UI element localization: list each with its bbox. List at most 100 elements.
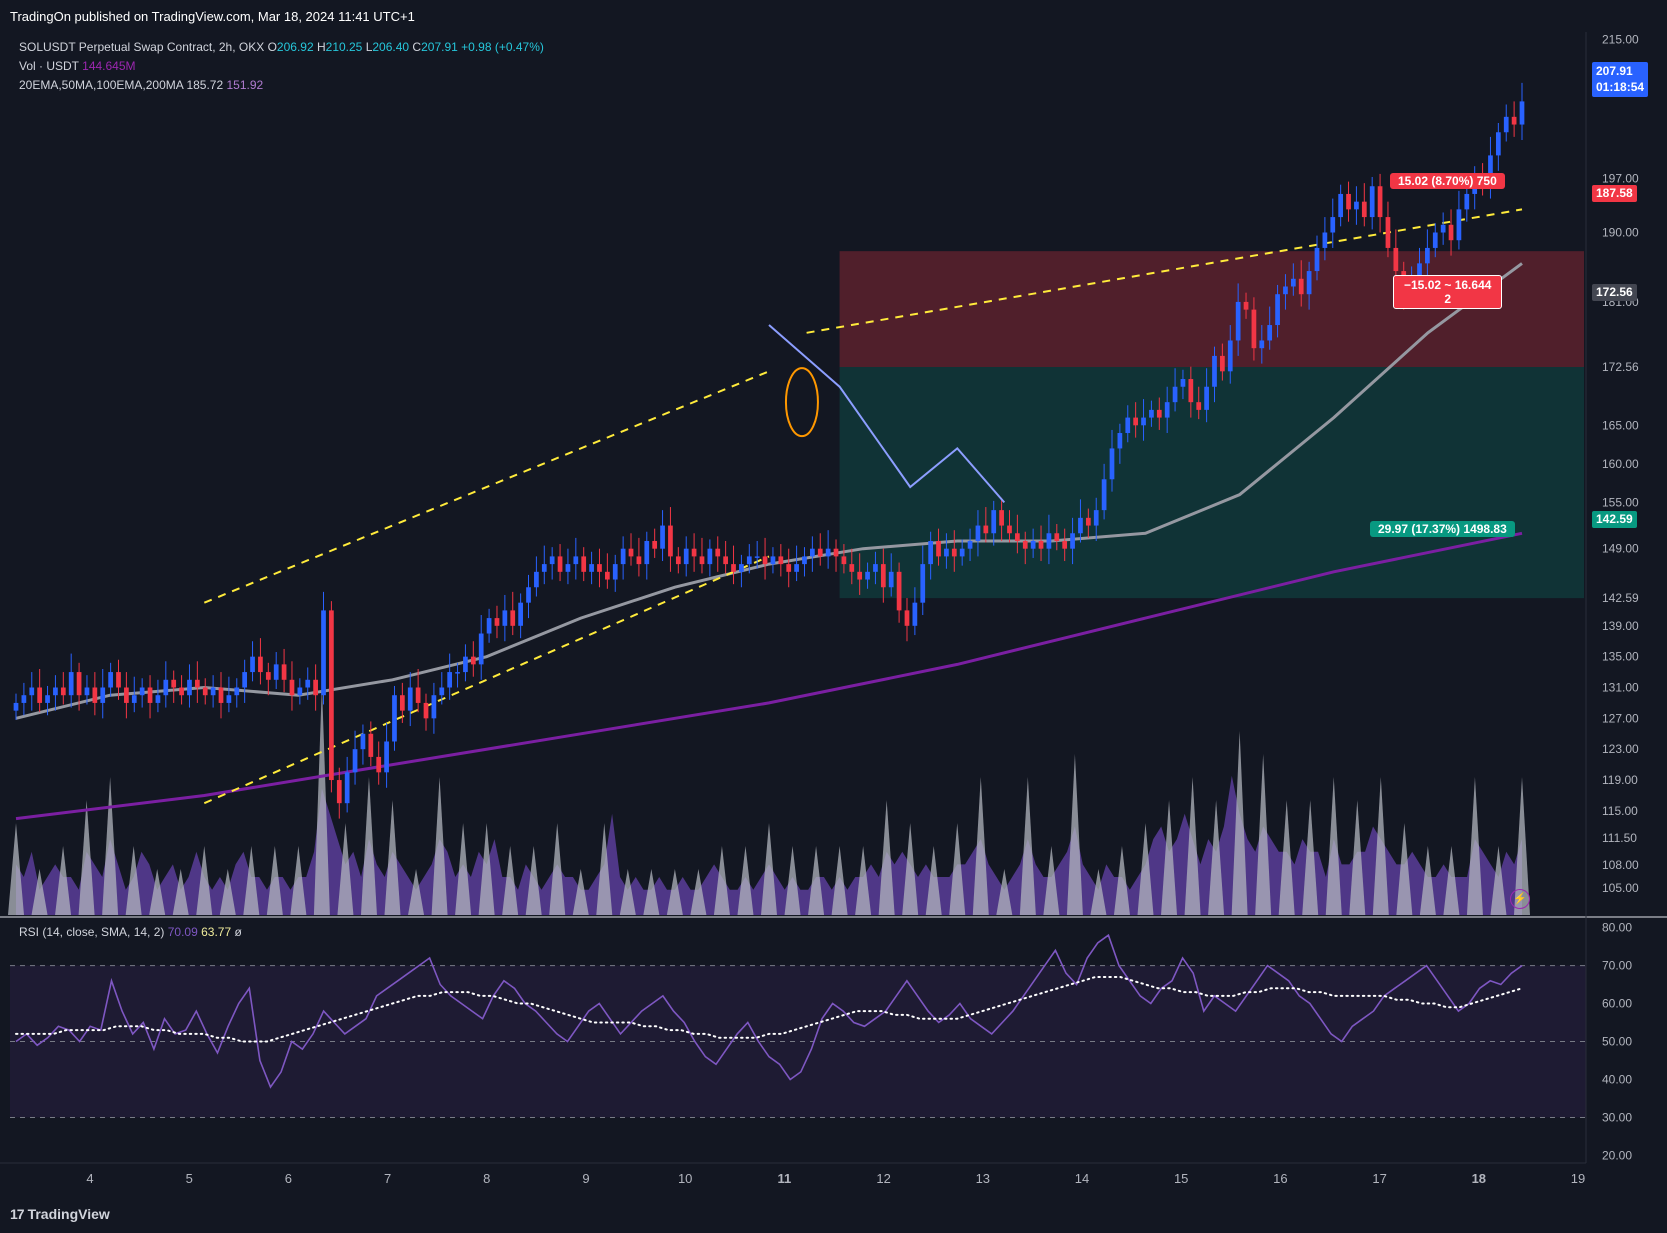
volume-spike [1113, 846, 1130, 915]
volume-spike [1066, 754, 1083, 915]
candle-body [1078, 517, 1083, 534]
candle-body [194, 679, 200, 688]
volume-spike [431, 777, 448, 915]
candle-body [470, 656, 476, 665]
volume-row: Vol · USDT 144.645M [19, 57, 544, 76]
candle-body [187, 679, 192, 696]
candle-body [644, 540, 650, 565]
volume-spike [1490, 846, 1507, 915]
candle-body [928, 540, 934, 565]
volume-spike [102, 777, 119, 915]
volume-spike [1019, 777, 1036, 915]
candle-body [1448, 224, 1454, 241]
candle-body [549, 556, 555, 565]
candle-body [1172, 386, 1178, 403]
ohlc-open: 206.92 [276, 40, 314, 54]
ohlc-high: 210.25 [325, 40, 363, 54]
candle-body [289, 679, 295, 696]
candle-body [565, 564, 571, 572]
volume-spike [1443, 846, 1460, 915]
candle-body [1149, 409, 1154, 418]
candle-body [1259, 340, 1265, 349]
volume-spike [902, 823, 919, 915]
rsi-value-1: 70.09 [167, 925, 198, 939]
volume-spike [690, 869, 707, 915]
volume-spike [1090, 869, 1107, 915]
price-tick-label: 123.00 [1602, 742, 1639, 756]
candle-body [541, 564, 547, 572]
volume-spike [1419, 846, 1436, 915]
target-zone [839, 367, 1584, 599]
candle-body [1275, 294, 1280, 326]
rsi-value-2: 63.77 [201, 925, 232, 939]
rsi-tick-label: 30.00 [1602, 1110, 1632, 1124]
candle-body [13, 702, 19, 711]
volume-spike [337, 823, 354, 915]
candle-body [1133, 417, 1139, 426]
candle-body [573, 556, 579, 565]
price-tick-label: 131.00 [1602, 681, 1639, 695]
tradingview-logo[interactable]: 17 TradingView [10, 1206, 110, 1222]
time-tick-label: 10 [678, 1171, 692, 1186]
candle-body [880, 564, 886, 588]
time-tick-label: 13 [976, 1171, 990, 1186]
candle-body [967, 540, 973, 549]
candle-body [597, 564, 602, 572]
entry-label[interactable]: −15.02 ~ 16.644 2 [1393, 275, 1503, 309]
candle-body [1164, 402, 1170, 418]
volume-spike [78, 800, 95, 915]
volume-spike [1302, 800, 1319, 915]
candle-body [297, 687, 303, 696]
candle-body [699, 556, 705, 565]
volume-spike [831, 846, 848, 915]
candle-body [1322, 232, 1328, 248]
volume-spike [1278, 800, 1295, 915]
lightning-icon[interactable]: ⚡ [1510, 889, 1530, 909]
candle-body [1338, 193, 1344, 218]
ma-purple-line [15, 531, 1523, 821]
candle-body [376, 756, 382, 773]
time-tick-label: 6 [285, 1171, 292, 1186]
candle-body [68, 672, 74, 696]
candle-body [770, 556, 776, 565]
candle-body [1385, 217, 1391, 248]
price-tick-label: 105.00 [1602, 881, 1639, 895]
volume-spike [149, 869, 166, 915]
candle-body [1196, 402, 1202, 410]
candle-body [1117, 433, 1123, 449]
price-tick-label: 127.00 [1602, 711, 1639, 725]
candle-body [691, 548, 697, 557]
candle-body [53, 687, 58, 696]
last-price-value: 207.91 [1596, 64, 1633, 78]
volume-spike [737, 846, 754, 915]
candle-body [1212, 355, 1217, 387]
rsi-line [15, 933, 1523, 1089]
volume-spike [219, 869, 236, 915]
candle-body [1204, 386, 1209, 410]
volume-spike [455, 823, 472, 915]
candle-body [1046, 533, 1052, 549]
candle-body [1267, 325, 1273, 341]
candle-body [384, 741, 389, 773]
stop-zone [839, 251, 1584, 368]
candle-body [1054, 533, 1060, 541]
candle-body [1125, 417, 1131, 434]
volume-spike [1255, 754, 1272, 915]
candle-body [1156, 409, 1162, 418]
rsi-tick-label: 40.00 [1602, 1072, 1632, 1086]
candle-body [210, 687, 216, 696]
candle-body [857, 571, 863, 580]
rsi-tick-label: 50.00 [1602, 1035, 1632, 1049]
candle-body [833, 548, 839, 557]
candle-body [1306, 271, 1312, 295]
candle-body [431, 695, 437, 719]
candle-body [447, 672, 453, 688]
candle-body [896, 571, 902, 611]
candle-body [1511, 116, 1517, 125]
candle-body [218, 687, 224, 703]
stop-level-tag: 187.58 [1592, 185, 1637, 202]
ma-label: 20EMA,50MA,100EMA,200MA [19, 78, 184, 92]
rsi-legend: RSI (14, close, SMA, 14, 2) 70.09 63.77 … [19, 925, 242, 939]
candle-body [975, 525, 981, 541]
